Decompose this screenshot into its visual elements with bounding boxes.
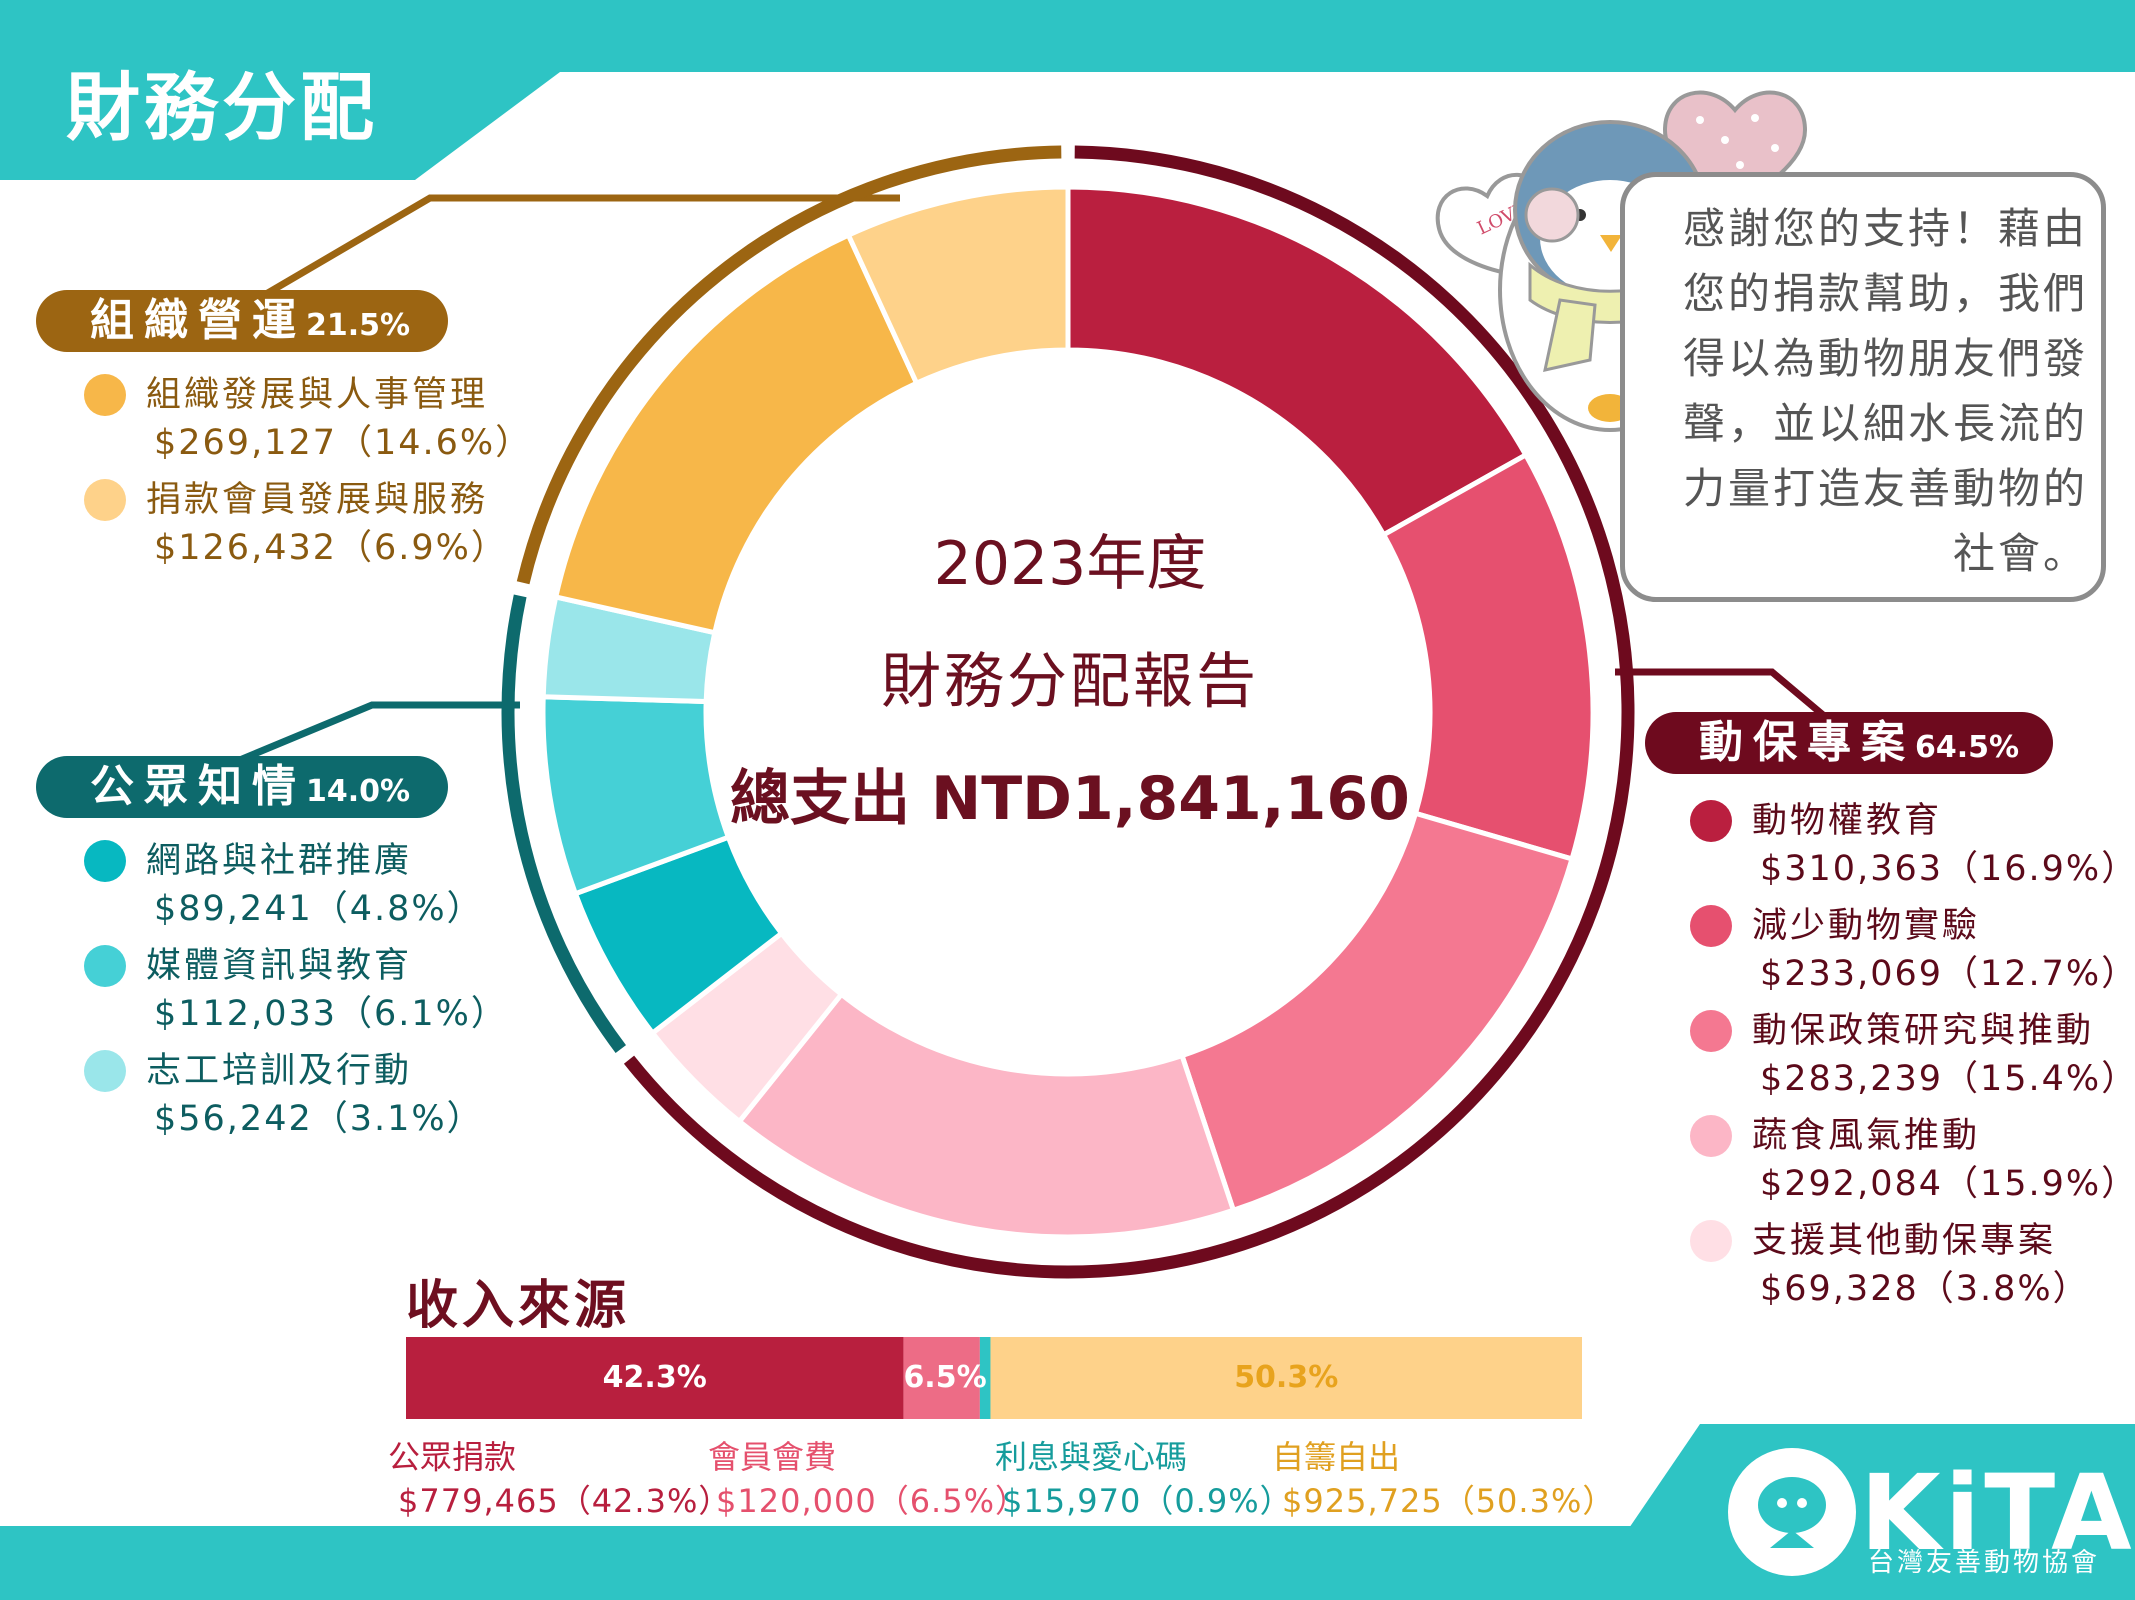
income-bar-segment (979, 1337, 991, 1419)
group-arc (501, 594, 627, 1053)
org-leader-line (223, 194, 900, 322)
legend-amount: $126,432（6.9%） (154, 528, 508, 568)
center-total: 總支出 NTD1,841,160 (730, 764, 1410, 834)
legend-swatch (1690, 800, 1732, 842)
legend-swatch (84, 840, 126, 882)
legend-amount: $112,033（6.1%） (154, 994, 508, 1034)
group-percent: 21.5% (306, 308, 411, 343)
income-source-name: 自籌自出 (1272, 1438, 1401, 1476)
income-bar-segment (990, 1337, 1582, 1419)
legend-label: 志工培訓及行動 (146, 1051, 413, 1091)
group-pill-pub: 公眾知情 14.0% (36, 756, 448, 818)
donut-slice (1178, 810, 1576, 1214)
income-bar-segment (903, 1337, 980, 1419)
legend-label: 支援其他動保專案 (1752, 1221, 2057, 1261)
title-banner (0, 0, 560, 180)
legend-label: 媒體資訊與教育 (146, 946, 413, 986)
speech-bubble-text: 感謝您的支持！藉由您的捐款幫助，我們得以為動物朋友們發聲，並以細水長流的力量打造… (1682, 204, 2088, 578)
donut-slice (552, 231, 920, 636)
legend-label: 組織發展與人事管理 (146, 375, 489, 415)
legend-swatch (1690, 1220, 1732, 1262)
page-title: 財務分配 (66, 65, 378, 151)
group-name: 動保專案 (1699, 717, 1915, 768)
legend-label: 網路與社群推廣 (146, 841, 413, 881)
group-percent: 14.0% (306, 774, 411, 809)
group-name: 公眾知情 (90, 761, 306, 812)
kita-logo-subtitle: 台灣友善動物協會 (1868, 1548, 2101, 1578)
donut-slice (845, 184, 1071, 387)
group-arcs (501, 145, 1635, 1279)
donut-slice (1065, 184, 1530, 539)
income-source-amount: $120,000（6.5%） (716, 1482, 1028, 1520)
group-name: 組織營運 (90, 295, 306, 346)
legend-amount: $89,241（4.8%） (154, 889, 484, 929)
group-pill-proj: 動保專案 64.5% (1645, 712, 2053, 774)
income-source-amount: $925,725（50.3%） (1282, 1482, 1616, 1520)
speech-bubble (1620, 172, 2106, 602)
income-source-name: 公眾捐款 (388, 1438, 517, 1476)
legend-amount: $56,242（3.1%） (154, 1099, 484, 1139)
legend-swatch (84, 945, 126, 987)
donut-chart (540, 184, 1596, 1240)
legend-label: 減少動物實驗 (1752, 906, 1981, 946)
income-title: 收入來源 (406, 1276, 631, 1336)
donut-slice (735, 990, 1237, 1240)
income-bar-label: 42.3% (602, 1360, 707, 1395)
income-source-amount: $779,465（42.3%） (398, 1482, 732, 1520)
income-stacked-bar (406, 1337, 1582, 1419)
legend-label: 蔬食風氣推動 (1752, 1116, 1981, 1156)
legend-amount: $292,084（15.9%） (1760, 1164, 2135, 1204)
legend-swatch (84, 479, 126, 521)
group-percent: 64.5% (1915, 730, 2020, 765)
group-arc (516, 145, 1062, 585)
income-source-amount: $15,970（0.9%） (1002, 1482, 1293, 1520)
legend-amount: $269,127（14.6%） (154, 423, 533, 463)
legend-label: 動物權教育 (1752, 801, 1943, 841)
legend-amount: $283,239（15.4%） (1760, 1059, 2135, 1099)
income-bar-label: 50.3% (1234, 1360, 1339, 1395)
proj-leader-line (1615, 668, 1838, 728)
legend-amount: $233,069（12.7%） (1760, 954, 2135, 994)
legend-label: 動保政策研究與推動 (1752, 1011, 2095, 1051)
kita-pig-logo-icon (1728, 1448, 1856, 1576)
income-source-name: 會員會費 (708, 1438, 837, 1476)
group-arc (623, 145, 1635, 1279)
income-bar-label: 6.5% (903, 1360, 987, 1395)
legend-swatch (1690, 1115, 1732, 1157)
group-pill-org: 組織營運 21.5% (36, 290, 448, 352)
center-year: 2023年度 (933, 529, 1207, 599)
income-source-name: 利息與愛心碼 (995, 1438, 1188, 1476)
income-bar-segment (406, 1337, 904, 1419)
legend-swatch (84, 374, 126, 416)
kita-logo-word: KiTA (1860, 1452, 2135, 1574)
legend-swatch (1690, 1010, 1732, 1052)
pub-leader-line (233, 701, 520, 766)
legend-label: 捐款會員發展與服務 (146, 480, 489, 520)
legend-swatch (1690, 905, 1732, 947)
center-report-title: 財務分配報告 (881, 647, 1259, 717)
logo-banner (1580, 1424, 2135, 1600)
legend-swatch (84, 1050, 126, 1092)
legend-amount: $310,363（16.9%） (1760, 849, 2135, 889)
legend-amount: $69,328（3.8%） (1760, 1269, 2090, 1309)
